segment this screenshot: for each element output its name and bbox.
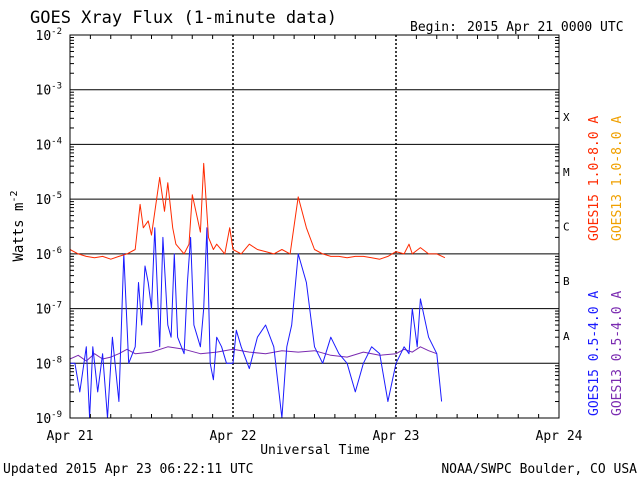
flare-class-label: M	[563, 166, 570, 179]
flare-class-label: X	[563, 111, 570, 124]
credit: NOAA/SWPC Boulder, CO USA	[441, 462, 637, 477]
updated-timestamp: Updated 2015 Apr 23 06:22:11 UTC	[3, 462, 253, 477]
y-tick-label: 10-2	[36, 27, 63, 44]
flare-class-labels: X M C B A	[563, 111, 570, 343]
y-tick-label: 10-3	[36, 82, 63, 99]
flare-class-label: A	[563, 330, 570, 343]
begin-value: 2015 Apr 21 0000 UTC	[467, 20, 624, 35]
y-axis-ticks: 10-2 10-3 10-4 10-5 10-6 10-7 10-8 10-9	[36, 27, 559, 427]
y-tick-label: 10-7	[36, 301, 63, 318]
flare-class-label: B	[563, 275, 570, 288]
begin-label: Begin:	[410, 20, 457, 35]
legend-entry: GOES15 1.0-8.0 A	[587, 116, 602, 241]
x-tick-label: Apr 22	[210, 429, 257, 444]
series-line	[70, 227, 443, 419]
legend-entry: GOES15 0.5-4.0 A	[587, 291, 602, 416]
series-line	[69, 346, 437, 362]
y-tick-label: 10-4	[36, 136, 63, 153]
x-axis-ticks: Apr 21 Apr 22 Apr 23 Apr 24	[47, 35, 583, 444]
x-tick-label: Apr 23	[373, 429, 420, 444]
series-lines	[69, 162, 446, 419]
y-tick-label: 10-6	[36, 246, 63, 263]
legend: GOES15 1.0-8.0 A GOES15 0.5-4.0 A GOES13 1…	[587, 116, 625, 416]
x-axis-label: Universal Time	[260, 443, 370, 458]
y-axis-label-main: Watts m	[11, 203, 27, 262]
y-axis-label-sup: -2	[9, 190, 20, 202]
y-tick-label: 10-8	[36, 355, 63, 372]
series-line	[69, 162, 446, 260]
legend-entry: GOES13 1.0-8.0 A	[610, 116, 625, 241]
y-axis-label: Watts m-2	[9, 190, 27, 261]
chart-title: GOES Xray Flux (1-minute data)	[30, 8, 337, 28]
y-tick-label: 10-5	[36, 191, 63, 208]
x-tick-label: Apr 21	[47, 429, 94, 444]
svg-text:Watts m-2: Watts m-2	[9, 190, 27, 261]
y-tick-label: 10-9	[36, 410, 63, 427]
x-tick-label: Apr 24	[536, 429, 583, 444]
legend-entry: GOES13 0.5-4.0 A	[610, 291, 625, 416]
flare-class-label: C	[563, 221, 570, 234]
